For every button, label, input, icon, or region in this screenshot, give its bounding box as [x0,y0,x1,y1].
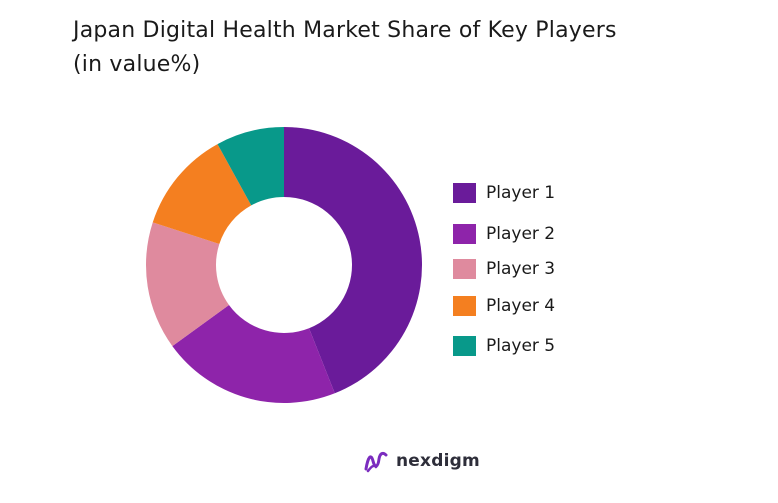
donut-chart [145,127,422,403]
brand-name: nexdigm [396,451,480,471]
legend-swatch-4 [453,296,476,316]
donut-slice-5 [217,127,284,206]
chart-title-line-2: (in value%) [73,52,201,77]
brand-logo: nexdigm [362,446,480,476]
legend-swatch-3 [453,259,476,279]
chart-title-line-1: Japan Digital Health Market Share of Key… [73,18,617,43]
legend-label-5: Player 5 [486,336,556,356]
legend-label-3: Player 3 [486,259,556,279]
legend-item-3: Player 3 [453,258,555,280]
legend-label-1: Player 1 [486,183,556,203]
legend-label-4: Player 4 [486,296,556,316]
legend-item-4: Player 4 [453,295,555,317]
legend-item-2: Player 2 [453,223,555,245]
donut-slice-1 [284,127,422,394]
chart-title: Japan Digital Health Market Share of Key… [73,14,713,82]
nexdigm-logo-icon [364,451,388,473]
donut-slice-4 [152,144,252,244]
legend-item-1: Player 1 [453,182,555,204]
donut-slice-2 [172,304,335,403]
legend-label-2: Player 2 [486,224,556,244]
legend-swatch-2 [453,224,476,244]
legend-swatch-5 [453,336,476,356]
donut-slice-3 [145,222,229,347]
legend-item-5: Player 5 [453,335,555,357]
legend-swatch-1 [453,183,476,203]
